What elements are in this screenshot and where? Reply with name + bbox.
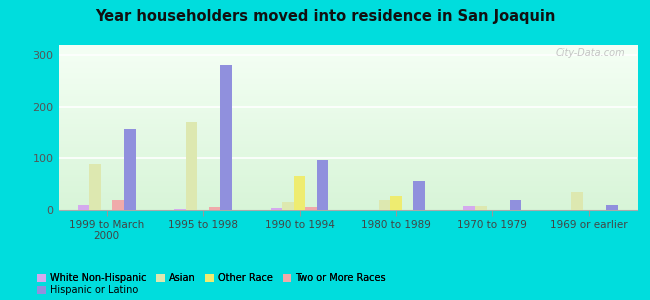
Bar	[390, 196, 402, 210]
Bar	[89, 164, 101, 210]
Bar	[270, 208, 282, 210]
Bar	[306, 207, 317, 210]
Bar	[317, 160, 328, 210]
Bar	[220, 64, 232, 210]
Bar	[78, 205, 89, 210]
Text: Year householders moved into residence in San Joaquin: Year householders moved into residence i…	[95, 9, 555, 24]
Bar	[606, 205, 618, 210]
Text: City-Data.com: City-Data.com	[556, 48, 625, 58]
Bar	[413, 181, 425, 210]
Bar	[475, 206, 487, 210]
Legend: White Non-Hispanic, Asian, Other Race, Two or More Races: White Non-Hispanic, Asian, Other Race, T…	[37, 273, 386, 283]
Bar	[378, 200, 390, 210]
Bar	[209, 207, 220, 210]
Bar	[186, 122, 198, 210]
Bar	[112, 200, 124, 210]
Bar	[510, 200, 521, 210]
Bar	[294, 176, 306, 210]
Bar	[282, 202, 294, 210]
Legend: Hispanic or Latino: Hispanic or Latino	[37, 285, 138, 295]
Bar	[463, 206, 475, 210]
Bar	[174, 209, 186, 210]
Bar	[124, 128, 136, 210]
Bar	[571, 192, 583, 210]
